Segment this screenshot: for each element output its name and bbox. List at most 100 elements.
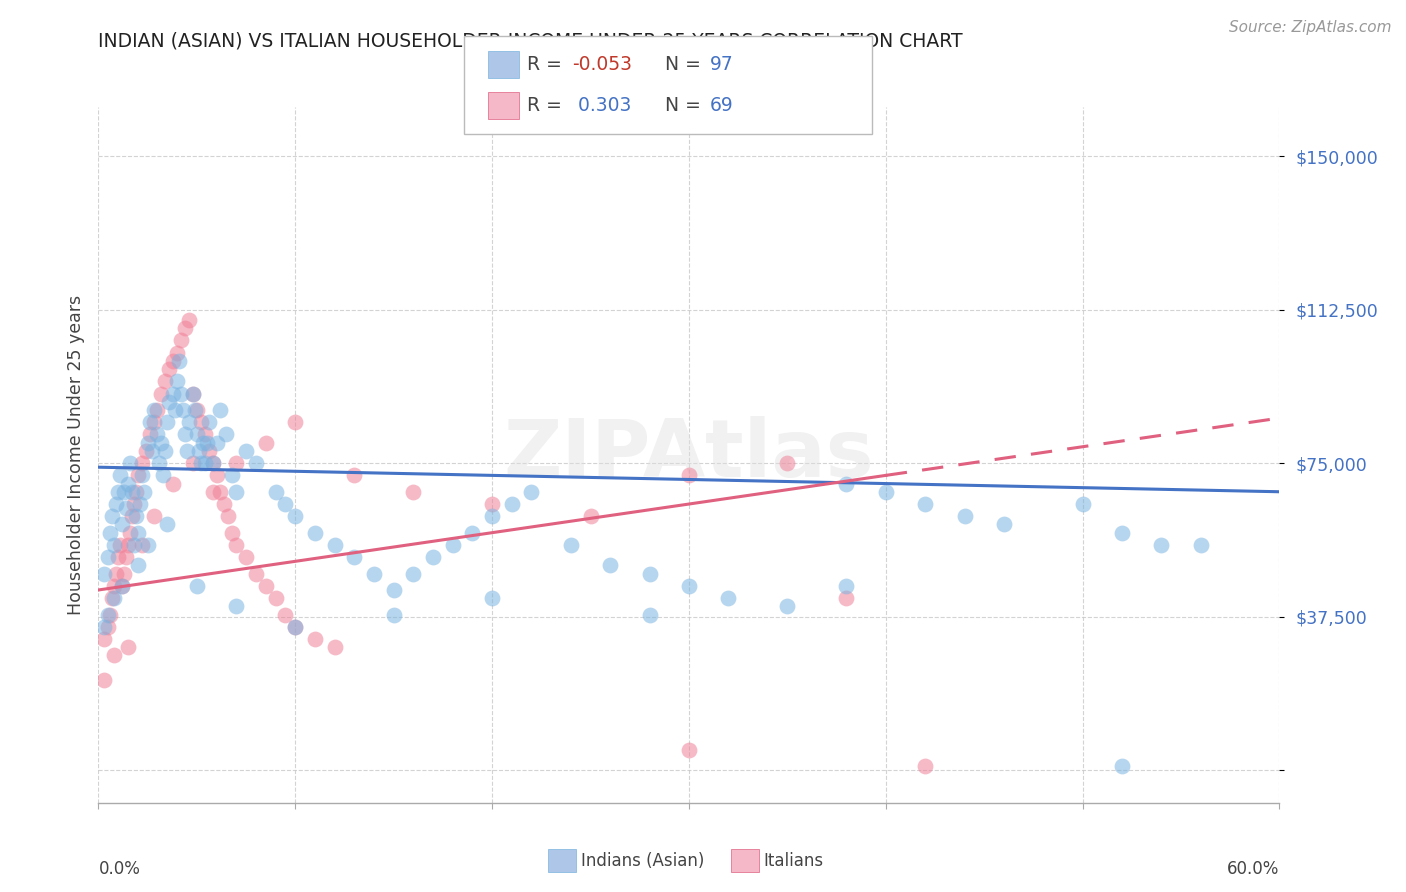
Point <box>274 607 297 622</box>
Point <box>93 632 115 646</box>
Point <box>121 509 143 524</box>
Point <box>1189 538 1212 552</box>
Point <box>101 591 124 606</box>
Point <box>875 484 897 499</box>
Point <box>245 456 267 470</box>
Point <box>599 558 621 573</box>
Point <box>105 497 128 511</box>
Point <box>167 353 190 368</box>
Point <box>142 415 165 429</box>
Point <box>111 579 134 593</box>
Point <box>402 566 425 581</box>
Point <box>146 403 169 417</box>
Point <box>174 427 197 442</box>
Point <box>107 550 129 565</box>
Point <box>162 353 184 368</box>
Point <box>93 673 115 687</box>
Point <box>1111 525 1133 540</box>
Point <box>170 386 193 401</box>
Point <box>181 386 204 401</box>
Point <box>835 579 858 593</box>
Point <box>108 538 131 552</box>
Point <box>98 607 121 622</box>
Point <box>993 517 1015 532</box>
Point <box>156 517 179 532</box>
Point <box>112 566 135 581</box>
Point <box>174 321 197 335</box>
Point <box>197 415 219 429</box>
Point <box>186 427 208 442</box>
Text: 69: 69 <box>710 95 734 115</box>
Point <box>953 509 976 524</box>
Point <box>105 566 128 581</box>
Point <box>170 334 193 348</box>
Point <box>1111 759 1133 773</box>
Point <box>155 374 177 388</box>
Point <box>914 497 936 511</box>
Point <box>382 582 405 597</box>
Point <box>146 427 169 442</box>
Point <box>274 497 297 511</box>
Point <box>501 497 523 511</box>
Point <box>136 435 159 450</box>
Text: 97: 97 <box>710 54 734 74</box>
Point <box>254 579 277 593</box>
Point <box>117 640 139 655</box>
Point <box>108 468 131 483</box>
Point <box>117 538 139 552</box>
Point <box>131 456 153 470</box>
Text: R =: R = <box>527 95 568 115</box>
Text: -0.053: -0.053 <box>572 54 633 74</box>
Text: Source: ZipAtlas.com: Source: ZipAtlas.com <box>1229 20 1392 35</box>
Text: Italians: Italians <box>763 852 824 870</box>
Point <box>103 591 125 606</box>
Point <box>835 476 858 491</box>
Point <box>177 313 200 327</box>
Point <box>284 620 307 634</box>
Point <box>225 599 247 614</box>
Point <box>481 497 503 511</box>
Point <box>194 456 217 470</box>
Point <box>191 435 214 450</box>
Point <box>156 415 179 429</box>
Point <box>172 403 194 417</box>
Point <box>235 443 257 458</box>
Point <box>914 759 936 773</box>
Point <box>118 525 141 540</box>
Point <box>678 579 700 593</box>
Y-axis label: Householder Income Under 25 years: Householder Income Under 25 years <box>66 295 84 615</box>
Point <box>209 484 232 499</box>
Point <box>461 525 484 540</box>
Point <box>221 468 243 483</box>
Point <box>225 456 247 470</box>
Point <box>155 443 177 458</box>
Point <box>422 550 444 565</box>
Point <box>195 435 218 450</box>
Point <box>103 648 125 663</box>
Point <box>225 538 247 552</box>
Point <box>304 525 326 540</box>
Point <box>638 566 661 581</box>
Point <box>284 509 307 524</box>
Point <box>177 415 200 429</box>
Point <box>142 403 165 417</box>
Point <box>323 538 346 552</box>
Point <box>205 468 228 483</box>
Point <box>101 509 124 524</box>
Point <box>157 394 180 409</box>
Point <box>205 435 228 450</box>
Point <box>186 579 208 593</box>
Point <box>254 435 277 450</box>
Point <box>93 566 115 581</box>
Text: N =: N = <box>665 95 707 115</box>
Point <box>402 484 425 499</box>
Point <box>166 345 188 359</box>
Point <box>97 607 120 622</box>
Point <box>343 468 366 483</box>
Point <box>138 427 160 442</box>
Point <box>201 456 224 470</box>
Point <box>343 550 366 565</box>
Text: 60.0%: 60.0% <box>1227 860 1279 878</box>
Point <box>122 538 145 552</box>
Point <box>103 579 125 593</box>
